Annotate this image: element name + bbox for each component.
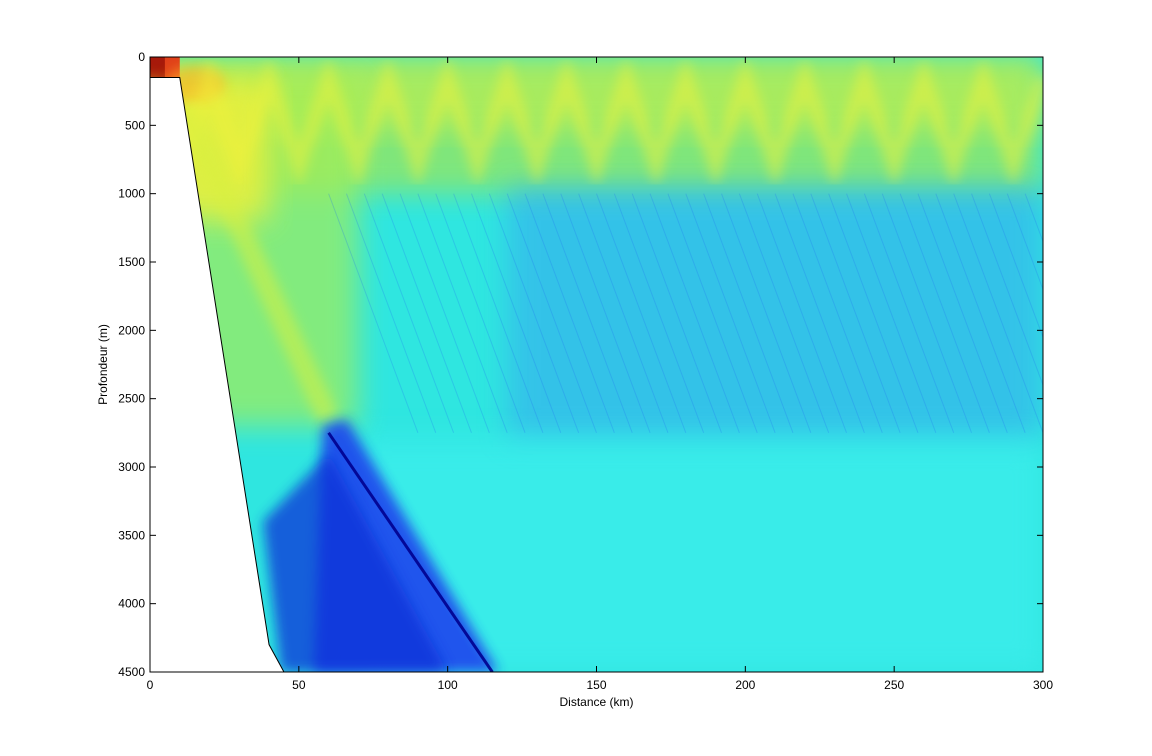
topography-shelf-slope <box>150 77 285 672</box>
mid-layer-stripe <box>917 193 1008 434</box>
mid-layer-stripe <box>881 193 973 434</box>
mid-layer-stripe <box>935 193 1026 434</box>
mid-layer-stripe <box>846 193 937 434</box>
mid-layer-stripe <box>685 193 776 434</box>
x-tick-label: 200 <box>735 678 755 692</box>
x-axis: 0 50 100 150 200 250 300 <box>147 57 1053 692</box>
y-tick-label: 2500 <box>118 392 145 406</box>
mid-layer-stripe <box>721 193 812 434</box>
y-tick-label: 4500 <box>118 665 145 679</box>
mid-layer-stripe <box>738 193 830 434</box>
mid-layer-stripe <box>345 193 437 434</box>
mid-layer-stripe <box>524 193 615 434</box>
mid-layer-stripe <box>471 193 562 434</box>
y-tick-label: 3000 <box>118 460 145 474</box>
mid-layer-stripe <box>417 193 508 434</box>
y-tick-label: 4000 <box>118 597 145 611</box>
mid-layer-stripe <box>381 193 472 434</box>
x-tick-label: 100 <box>438 678 458 692</box>
slope-base-beam <box>263 453 448 672</box>
mid-layer-stripe <box>953 193 1043 434</box>
mid-layer-stripe <box>578 193 669 434</box>
y-tick-label: 3500 <box>118 528 145 542</box>
mid-layer-stripe <box>792 193 883 434</box>
y-tick-label: 1500 <box>118 255 145 269</box>
x-tick-label: 300 <box>1033 678 1053 692</box>
mid-layer-stripe <box>667 193 758 434</box>
mid-layer-stripe <box>506 193 597 434</box>
mid-layer-stripe <box>899 193 990 434</box>
y-tick-label: 0 <box>138 50 145 64</box>
y-axis-label: Profondeur (m) <box>96 324 110 405</box>
mid-layer-stripe <box>863 193 955 434</box>
mid-layer-stripe <box>399 193 490 434</box>
surface-maximum-core <box>150 57 165 78</box>
plot-area <box>150 57 1043 672</box>
mid-layer-stripe <box>971 193 1043 387</box>
upper-ray-zigzag <box>150 57 1043 189</box>
mid-layer-stripe <box>435 193 526 434</box>
mid-layer-stripe <box>453 193 544 434</box>
mid-layer-stripe <box>560 193 651 434</box>
mid-layer-band <box>507 186 1043 440</box>
ray-layers <box>150 57 1043 672</box>
mid-layer-stripe <box>1006 193 1043 291</box>
mid-layer-stripe <box>756 193 848 434</box>
field-layers <box>150 57 1043 672</box>
mid-layer-stripe <box>828 193 919 434</box>
y-axis: 0 500 1000 1500 2000 2500 3000 3500 4000 4500 <box>118 50 1043 679</box>
mid-layer-stripe <box>774 193 865 434</box>
mid-layer-stripe <box>649 193 740 434</box>
x-tick-label: 50 <box>292 678 306 692</box>
x-tick-label: 150 <box>586 678 606 692</box>
mid-layer-stripe <box>988 193 1043 339</box>
mid-layer-stripe <box>363 193 455 434</box>
mid-layer-stripe <box>542 193 633 434</box>
mid-layer-stripe <box>1024 193 1043 243</box>
texture-layer <box>328 193 1043 434</box>
x-tick-label: 0 <box>147 678 154 692</box>
mid-layer-stripe <box>810 193 901 434</box>
mid-layer-stripe <box>613 193 705 434</box>
deep-ray-edge <box>327 431 494 672</box>
y-tick-label: 500 <box>125 118 145 132</box>
mid-layer-stripe <box>703 193 794 434</box>
x-tick-label: 250 <box>884 678 904 692</box>
mid-layer-stripe <box>488 193 580 434</box>
slope-ray <box>175 107 339 424</box>
mid-layer-stripe <box>328 193 419 434</box>
y-tick-label: 2000 <box>118 323 145 337</box>
mid-layer-stripe <box>596 193 687 434</box>
y-tick-label: 1000 <box>118 187 145 201</box>
x-axis-label: Distance (km) <box>559 695 633 709</box>
mid-layer-stripe <box>631 193 722 434</box>
